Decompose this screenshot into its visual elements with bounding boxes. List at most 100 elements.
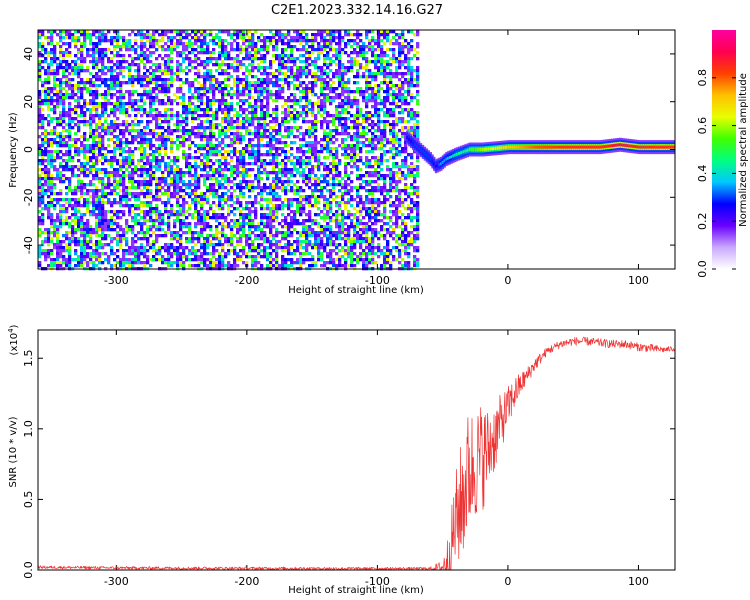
spectrogram-cell: [287, 249, 291, 253]
spectrogram-cell: [179, 171, 183, 175]
spectrogram-cell: [197, 108, 201, 112]
spectrogram-cell: [302, 159, 306, 163]
spectrogram-cell: [65, 63, 69, 67]
spectrogram-cell: [161, 174, 165, 178]
spectrogram-cell: [320, 93, 324, 97]
spectrogram-cell: [80, 63, 84, 67]
spectrogram-cell: [254, 150, 258, 154]
spectrogram-cell: [266, 213, 270, 217]
spectrogram-cell: [194, 189, 198, 193]
spectrogram-cell: [182, 153, 186, 157]
spectrogram-cell: [50, 144, 54, 148]
spectrogram-cell: [254, 105, 258, 109]
spectrogram-cell: [203, 228, 207, 232]
spectrogram-cell: [224, 216, 228, 220]
spectrogram-cell: [221, 207, 225, 211]
spectrogram-cell: [143, 168, 147, 172]
spectrogram-cell: [41, 138, 45, 142]
spectrogram-cell: [50, 162, 54, 166]
spectrogram-cell: [110, 111, 114, 115]
spectrogram-cell: [308, 204, 312, 208]
spectrogram-cell: [119, 138, 123, 142]
spectrogram-cell: [266, 93, 270, 97]
spectrogram-cell: [257, 180, 261, 184]
spectrogram-cell: [158, 84, 162, 88]
spectrogram-cell: [320, 150, 324, 154]
spectrogram-cell: [224, 201, 228, 205]
spectrogram-cell: [242, 150, 246, 154]
spectrogram-cell: [242, 234, 246, 238]
spectrogram-cell: [236, 96, 240, 100]
spectrogram-cell: [224, 93, 228, 97]
spectrogram-cell: [224, 111, 228, 115]
spectrogram-cell: [194, 117, 198, 121]
spectrogram-cell: [191, 114, 195, 118]
spectrogram-cell: [242, 111, 246, 115]
spectrogram-cell: [221, 108, 225, 112]
spectrogram-cell: [203, 120, 207, 124]
spectrogram-cell: [68, 159, 72, 163]
spectrogram-cell: [122, 204, 126, 208]
spectrogram-cell: [290, 105, 294, 109]
spectrogram-cell: [149, 168, 153, 172]
spectrogram-cell: [224, 108, 228, 112]
spectrogram-cell: [98, 36, 102, 40]
spectrogram-cell: [203, 63, 207, 67]
spectrogram-cell: [212, 51, 216, 55]
spectrogram-cell: [149, 153, 153, 157]
spectrogram-cell: [245, 51, 249, 55]
spectrogram-cell: [176, 219, 180, 223]
spectrogram-cell: [62, 261, 66, 265]
spectrogram-cell: [65, 165, 69, 169]
spectrogram-cell: [137, 54, 141, 58]
spectrogram-cell: [80, 108, 84, 112]
spectrogram-cell: [77, 96, 81, 100]
spectrogram-cell: [149, 60, 153, 64]
spectrogram-cell: [119, 111, 123, 115]
spectrogram-cell: [104, 81, 108, 85]
spectrogram-cell: [128, 132, 132, 136]
spectrogram-cell: [239, 171, 243, 175]
spectrogram-cell: [278, 147, 282, 151]
spectrogram-cell: [116, 237, 120, 241]
spectrogram-cell: [272, 39, 276, 43]
spectrogram-cell: [281, 201, 285, 205]
spectrogram-cell: [239, 36, 243, 40]
spectrogram-cell: [182, 117, 186, 121]
spectrogram-cell: [77, 90, 81, 94]
spectrogram-cell: [119, 246, 123, 250]
spectrogram-cell: [158, 168, 162, 172]
spectrogram-cell: [137, 237, 141, 241]
spectrogram-cell: [104, 171, 108, 175]
spectrogram-cell: [218, 150, 222, 154]
spectrogram-cell: [119, 264, 123, 268]
spectrogram-cell: [254, 132, 258, 136]
spectrogram-cell: [149, 36, 153, 40]
spectrogram-cell: [116, 144, 120, 148]
spectrogram-cell: [323, 249, 327, 253]
spectrogram-cell: [209, 84, 213, 88]
spectrogram-cell: [107, 48, 111, 52]
spectrogram-cell: [266, 144, 270, 148]
spectrogram-cell: [167, 246, 171, 250]
spectrogram-cell: [215, 36, 219, 40]
spectrogram-cell: [152, 102, 156, 106]
spectrogram-cell: [119, 123, 123, 127]
spectrogram-cell: [236, 69, 240, 73]
spectrogram-cell: [263, 45, 267, 49]
spectrogram-cell: [68, 252, 72, 256]
spectrogram-cell: [92, 228, 96, 232]
spectrogram-cell: [143, 72, 147, 76]
figure-title: C2E1.2023.332.14.16.G27: [271, 3, 443, 18]
spectrogram-cell: [194, 144, 198, 148]
spectrogram-cell: [242, 84, 246, 88]
spectrogram-cell: [176, 183, 180, 187]
spectrogram-cell: [113, 105, 117, 109]
spectrogram-cell: [275, 150, 279, 154]
spectrogram-cell: [257, 63, 261, 67]
spectrogram-cell: [287, 81, 291, 85]
spectrogram-cell: [263, 69, 267, 73]
spectrogram-cell: [239, 222, 243, 226]
spectrogram-cell: [131, 156, 135, 160]
spectrogram-cell: [305, 39, 309, 43]
